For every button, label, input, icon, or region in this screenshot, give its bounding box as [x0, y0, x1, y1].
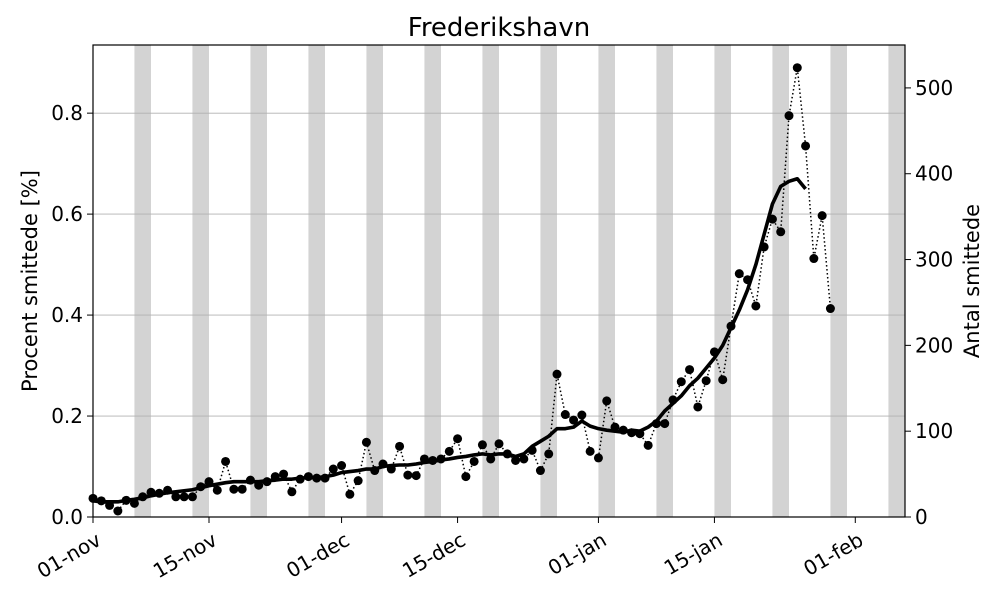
daily-point	[544, 449, 554, 459]
daily-point	[179, 492, 189, 502]
chart-title: Frederikshavn	[408, 13, 590, 43]
average-line	[92, 176, 807, 504]
right-tick-label: 0	[915, 505, 928, 529]
daily-point	[469, 456, 479, 466]
x-tick-label: 01-feb	[799, 528, 867, 581]
left-tick-label: 0.8	[51, 101, 83, 125]
daily-point	[113, 506, 123, 516]
daily-point	[693, 402, 703, 412]
daily-point	[511, 455, 521, 465]
series-average	[92, 176, 807, 504]
daily-point	[552, 369, 562, 379]
weekend-band	[366, 45, 383, 517]
daily-point	[353, 476, 363, 486]
daily-point	[801, 141, 811, 151]
x-tick-label: 01-dec	[282, 528, 353, 583]
daily-point	[519, 454, 529, 464]
weekend-band	[424, 45, 441, 517]
left-tick-label: 0.0	[51, 505, 83, 529]
daily-point	[602, 396, 612, 406]
daily-point	[660, 419, 670, 429]
daily-point	[685, 365, 695, 375]
right-tick-label: 400	[915, 162, 953, 186]
weekend-band	[134, 45, 151, 517]
daily-point	[560, 410, 570, 420]
daily-point	[593, 453, 603, 463]
daily-point	[776, 227, 786, 237]
left-tick-label: 0.2	[51, 404, 83, 428]
weekend-band	[772, 45, 789, 517]
daily-point	[569, 415, 579, 425]
y-axis-left-title: Procent smittede [%]	[18, 170, 42, 392]
daily-point	[825, 304, 835, 314]
x-tick-label: 15-jan	[660, 528, 727, 580]
left-tick-label: 0.6	[51, 202, 83, 226]
right-tick-label: 200	[915, 333, 953, 357]
daily-point	[809, 254, 819, 264]
weekend-band	[250, 45, 267, 517]
weekend-band	[308, 45, 325, 517]
daily-point	[751, 301, 761, 311]
weekend-shading	[134, 45, 905, 517]
left-tick-label: 0.4	[51, 303, 83, 327]
right-tick-label: 100	[915, 419, 953, 443]
daily-point	[279, 469, 289, 479]
daily-point	[784, 111, 794, 121]
weekend-band	[540, 45, 557, 517]
weekend-band	[830, 45, 847, 517]
daily-point	[403, 470, 413, 480]
daily-point	[171, 492, 181, 502]
weekend-band	[192, 45, 209, 517]
daily-point	[361, 437, 371, 447]
weekend-band	[482, 45, 499, 517]
daily-point	[395, 441, 405, 451]
x-tick-label: 15-nov	[149, 527, 221, 583]
x-tick-label: 01-jan	[544, 528, 611, 580]
daily-point	[477, 440, 487, 450]
right-tick-label: 300	[915, 248, 953, 272]
daily-point	[535, 466, 545, 476]
daily-point	[237, 484, 247, 494]
right-tick-label: 500	[915, 76, 953, 100]
weekend-band	[656, 45, 673, 517]
daily-point	[221, 456, 231, 466]
weekend-band	[888, 45, 905, 517]
x-axis: 01-nov 15-nov 01-dec 15-dec 01-jan 15-jan 01-f…	[33, 517, 867, 583]
plot-frame	[92, 44, 906, 518]
daily-point	[718, 375, 728, 385]
daily-point	[328, 464, 338, 474]
x-tick-label: 15-dec	[398, 528, 469, 583]
daily-point	[337, 461, 347, 471]
daily-point	[212, 485, 222, 495]
daily-point	[577, 410, 587, 420]
x-tick-label: 01-nov	[33, 527, 105, 583]
daily-point	[676, 377, 686, 387]
daily-point	[461, 472, 471, 482]
y-axis-right-title: Antal smittede	[960, 204, 984, 358]
daily-point	[494, 439, 504, 449]
weekend-band	[598, 45, 615, 517]
daily-point	[817, 211, 827, 221]
daily-point	[287, 487, 297, 497]
right-axis: 0 100 200 300 400 500	[905, 76, 953, 529]
daily-point	[187, 492, 197, 502]
daily-point	[486, 454, 496, 464]
left-axis: 0.0 0.2 0.4 0.6 0.8	[51, 101, 93, 529]
daily-point	[643, 440, 653, 450]
weekend-band	[714, 45, 731, 517]
daily-point	[229, 484, 239, 494]
daily-point	[792, 63, 802, 73]
daily-point	[411, 471, 421, 481]
daily-point	[701, 376, 711, 386]
daily-point	[345, 489, 355, 499]
daily-point	[585, 446, 595, 456]
daily-point	[734, 269, 744, 279]
daily-point	[453, 434, 463, 444]
daily-point	[444, 446, 454, 456]
